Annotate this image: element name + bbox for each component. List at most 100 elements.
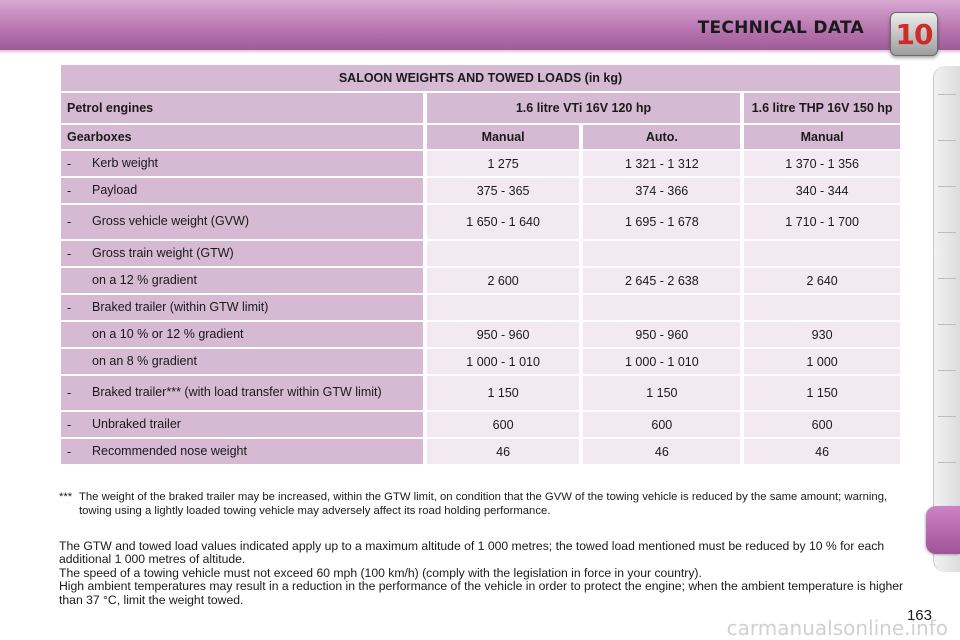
row-value <box>744 295 900 320</box>
row-label: on a 10 % or 12 % gradient <box>92 326 244 341</box>
row-bullet: - <box>67 417 72 432</box>
row-value: 1 000 - 1 010 <box>583 349 741 374</box>
row-label-cell: - Recommended nose weight <box>61 439 423 464</box>
row-bullet: - <box>67 215 72 229</box>
engine-1-header: 1.6 litre VTi 16V 120 hp <box>426 93 741 123</box>
row-label: Gross vehicle weight (GVW) <box>92 214 249 228</box>
row-value: 600 <box>583 412 741 437</box>
row-value <box>583 295 741 320</box>
table-title: SALOON WEIGHTS AND TOWED LOADS (in kg) <box>61 65 900 91</box>
table-title-row: SALOON WEIGHTS AND TOWED LOADS (in kg) <box>61 65 900 91</box>
engine-2-header: 1.6 litre THP 16V 150 hp <box>744 93 900 123</box>
chapter-badge: 10 <box>890 12 938 56</box>
page-title: TECHNICAL DATA <box>697 18 864 38</box>
row-bullet: - <box>67 386 72 400</box>
gearbox-header: Auto. <box>583 125 741 149</box>
table-row: - Payload 375 - 365 374 - 366 340 - 344 <box>61 178 900 203</box>
footnote-marker: *** <box>59 491 73 503</box>
row-label-cell: - Braked trailer (within GTW limit) <box>61 295 423 320</box>
tab-divider <box>938 462 956 463</box>
row-value: 46 <box>744 439 900 464</box>
tab-divider <box>938 416 956 417</box>
row-value: 2 640 <box>744 268 900 293</box>
row-value: 46 <box>583 439 741 464</box>
row-value: 930 <box>744 322 900 347</box>
row-label-cell: - Braked trailer*** (with load transfer w… <box>61 376 423 410</box>
row-label: Gross train weight (GTW) <box>92 245 234 260</box>
table-row: - Recommended nose weight 46 46 46 <box>61 439 900 464</box>
row-bullet: - <box>67 156 72 171</box>
row-label: Recommended nose weight <box>92 443 247 458</box>
gearboxes-label: Gearboxes <box>61 125 423 149</box>
row-value <box>744 241 900 266</box>
row-label: Kerb weight <box>92 155 159 170</box>
table-row: on an 8 % gradient 1 000 - 1 010 1 000 - 1… <box>61 349 900 374</box>
row-bullet: - <box>67 183 72 198</box>
row-label-cell: on an 8 % gradient <box>61 349 423 374</box>
row-value: 1 150 <box>583 376 741 410</box>
page-number: 163 <box>906 607 932 624</box>
row-value: 1 650 - 1 640 <box>426 205 580 239</box>
row-label: Braked trailer*** (with load transfer wi… <box>92 385 382 399</box>
table-row: - Kerb weight 1 275 1 321 - 1 312 1 370 - 1 … <box>61 151 900 176</box>
table-row: - Gross vehicle weight (GVW) 1 650 - 1 640… <box>61 205 900 239</box>
tab-divider <box>938 278 956 279</box>
table-row: - Braked trailer (within GTW limit) <box>61 295 900 320</box>
row-label: Payload <box>92 182 138 197</box>
row-label-cell: on a 10 % or 12 % gradient <box>61 322 423 347</box>
row-value: 1 000 - 1 010 <box>426 349 580 374</box>
row-value: 1 370 - 1 356 <box>744 151 900 176</box>
row-label-cell: - Gross vehicle weight (GVW) <box>61 205 423 239</box>
table-body: - Kerb weight 1 275 1 321 - 1 312 1 370 - 1 … <box>61 151 900 464</box>
row-label: on a 12 % gradient <box>92 272 197 287</box>
row-value: 374 - 366 <box>583 178 741 203</box>
row-bullet: - <box>67 444 72 459</box>
note-paragraph: High ambient temperatures may result in … <box>59 579 904 607</box>
gearbox-header-row: Gearboxes Manual Auto. Manual <box>61 125 900 149</box>
footnote: *** The weight of the braked trailer may … <box>59 490 909 518</box>
row-value <box>426 241 580 266</box>
table-row: - Braked trailer*** (with load transfer w… <box>61 376 900 410</box>
footnote-text: The weight of the braked trailer may be … <box>79 491 888 517</box>
tab-divider <box>938 232 956 233</box>
weights-table: SALOON WEIGHTS AND TOWED LOADS (in kg) P… <box>57 63 904 466</box>
row-label-cell: - Kerb weight <box>61 151 423 176</box>
tab-divider <box>938 370 956 371</box>
note-paragraph: The GTW and towed load values indicated … <box>59 539 885 567</box>
row-value: 2 600 <box>426 268 580 293</box>
row-label-cell: on a 12 % gradient <box>61 268 423 293</box>
row-value: 1 321 - 1 312 <box>583 151 741 176</box>
tab-divider <box>938 94 956 95</box>
row-label-cell: - Unbraked trailer <box>61 412 423 437</box>
tab-divider <box>938 324 956 325</box>
row-label: Unbraked trailer <box>92 416 181 431</box>
row-value: 600 <box>744 412 900 437</box>
row-value: 1 275 <box>426 151 580 176</box>
header-band <box>0 0 960 54</box>
row-value: 340 - 344 <box>744 178 900 203</box>
tab-divider <box>938 140 956 141</box>
row-label: Braked trailer (within GTW limit) <box>92 299 269 314</box>
row-label: on an 8 % gradient <box>92 353 197 368</box>
watermark: carmanualsonline.info <box>726 616 948 640</box>
row-value: 1 710 - 1 700 <box>744 205 900 239</box>
gearbox-header: Manual <box>426 125 580 149</box>
row-value: 950 - 960 <box>583 322 741 347</box>
table-row: on a 10 % or 12 % gradient 950 - 960 950 -… <box>61 322 900 347</box>
row-value <box>583 241 741 266</box>
row-value: 950 - 960 <box>426 322 580 347</box>
row-value: 2 645 - 2 638 <box>583 268 741 293</box>
table-row: - Gross train weight (GTW) <box>61 241 900 266</box>
notes-block: The GTW and towed load values indicated … <box>59 539 907 607</box>
row-value: 1 695 - 1 678 <box>583 205 741 239</box>
row-value: 1 150 <box>744 376 900 410</box>
row-bullet: - <box>67 300 72 315</box>
row-value: 375 - 365 <box>426 178 580 203</box>
row-label-cell: - Payload <box>61 178 423 203</box>
active-section-tab[interactable] <box>926 506 960 554</box>
note-paragraph: The speed of a towing vehicle must not e… <box>59 565 702 580</box>
table-row: on a 12 % gradient 2 600 2 645 - 2 638 2 64… <box>61 268 900 293</box>
row-label-cell: - Gross train weight (GTW) <box>61 241 423 266</box>
gearbox-header: Manual <box>744 125 900 149</box>
row-value: 600 <box>426 412 580 437</box>
